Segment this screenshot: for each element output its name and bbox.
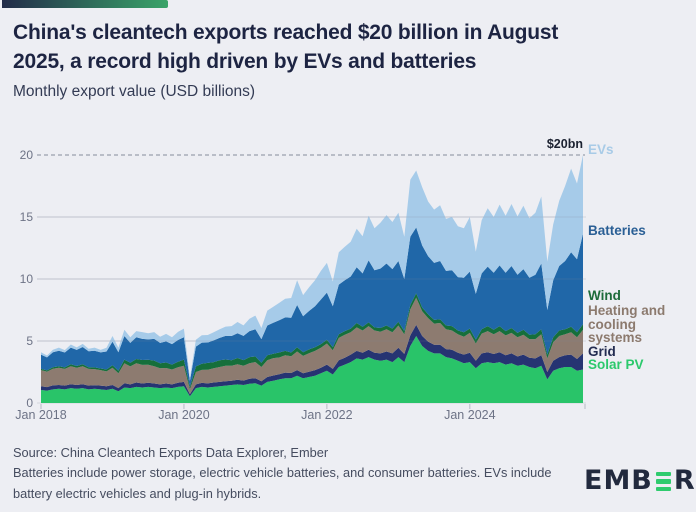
x-axis-label-jan-2022: Jan 2022 [301,408,353,422]
x-axis-label-jan-2024: Jan 2024 [444,408,496,422]
page-title: China's cleantech exports reached $20 bi… [13,18,653,76]
series-label-batteries: Batteries [588,223,646,238]
ember-logo-text-suffix: R [673,465,696,496]
source-text: Source: China Cleantech Exports Data Exp… [13,445,329,460]
y-axis-label-15: 15 [19,210,33,224]
x-axis-label-jan-2020: Jan 2020 [158,408,210,422]
area-batteries [41,227,583,387]
brand-accent-bar [2,0,168,8]
ember-logo-text-prefix: EMB [584,465,653,496]
y-axis-label-0: 0 [26,396,33,410]
page-title-line2: 2025, a record high driven by EVs and ba… [13,50,477,73]
y-axis-label-10: 10 [19,272,33,286]
peak-value-annotation: $20bn [546,137,583,151]
area-grid [41,324,583,397]
series-label-grid: Grid [588,344,616,359]
series-label-evs: EVs [588,142,614,157]
series-label-solar-pv: Solar PV [588,357,644,372]
series-label-heating-and-cooling-systems: Heating and cooling systems [588,303,666,345]
y-axis-label-5: 5 [26,334,33,348]
ember-logo-e-bars-icon [655,471,671,492]
area-solar-pv [41,336,583,403]
chart-subtitle: Monthly export value (USD billions) [13,83,256,100]
y-axis-label-20: 20 [19,148,33,162]
series-label-wind: Wind [588,288,621,303]
x-axis-label-jan-2018: Jan 2018 [15,408,67,422]
page-title-line1: China's cleantech exports reached $20 bi… [13,21,559,44]
footnote-text: Batteries include power storage, electri… [13,465,552,501]
area-wind [41,293,583,390]
ember-logo: EMB R [584,465,696,496]
area-heating-and-cooling-systems [41,297,583,395]
area-evs [41,155,583,381]
